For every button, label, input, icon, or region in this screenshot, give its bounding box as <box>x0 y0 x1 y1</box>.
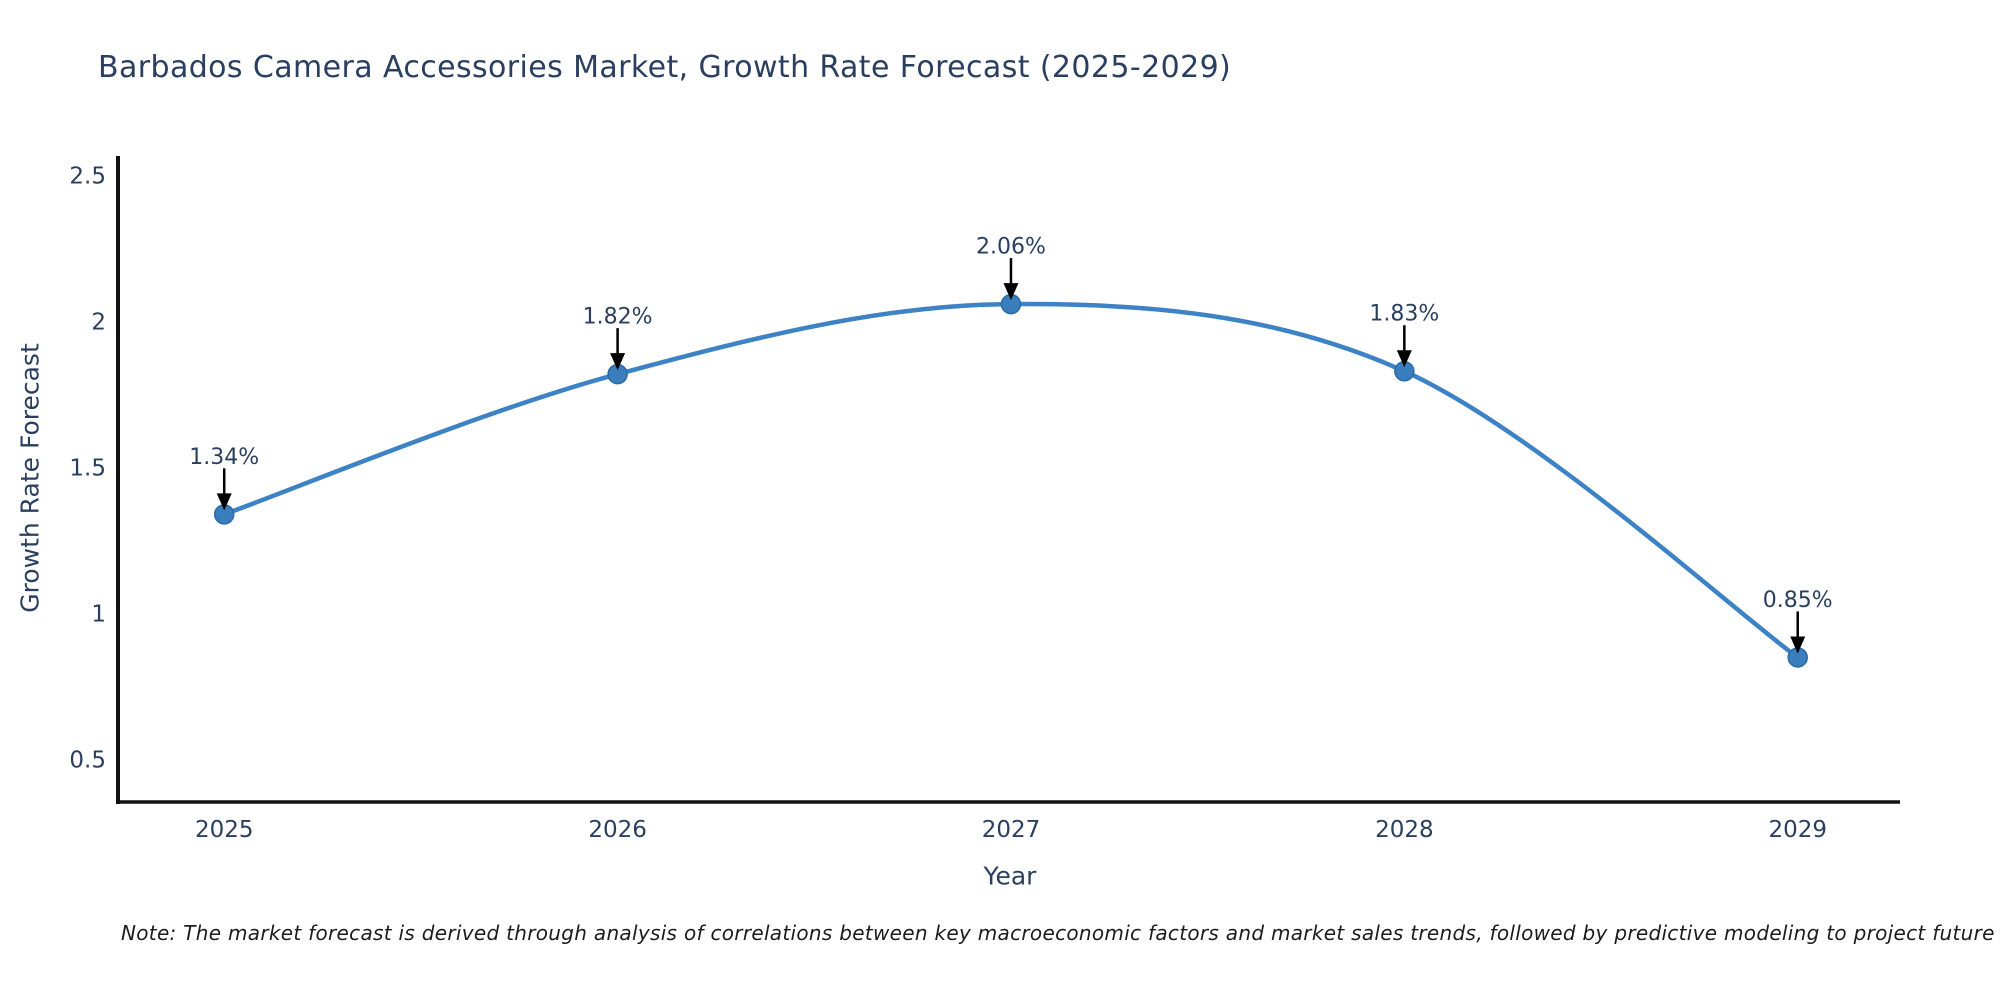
x-tick-label: 2026 <box>588 817 647 843</box>
point-value-label: 1.82% <box>583 305 653 330</box>
y-tick-label: 1 <box>91 602 106 628</box>
x-tick-label: 2025 <box>195 817 254 843</box>
x-tick-label: 2027 <box>982 817 1041 843</box>
y-tick-label: 2 <box>91 310 106 336</box>
y-axis-title: Growth Rate Forecast <box>15 343 45 613</box>
point-value-label: 1.83% <box>1369 302 1439 327</box>
y-tick-label: 1.5 <box>69 456 106 482</box>
annotation-arrow-head <box>216 493 232 511</box>
y-tick-label: 2.5 <box>69 164 106 190</box>
annotation-arrow-head <box>1790 636 1806 654</box>
annotation-arrow-head <box>1396 350 1412 368</box>
point-value-label: 2.06% <box>976 235 1046 260</box>
point-value-label: 1.34% <box>189 445 259 470</box>
x-tick-label: 2028 <box>1375 817 1434 843</box>
trend-line <box>221 301 1800 660</box>
y-tick-label: 0.5 <box>69 748 106 774</box>
point-value-label: 0.85% <box>1763 588 1833 613</box>
x-tick-label: 2029 <box>1768 817 1827 843</box>
annotation-arrow-head <box>610 353 626 371</box>
annotation-arrow-head <box>1003 283 1019 301</box>
footnote: Note: The market forecast is derived thr… <box>121 921 2000 945</box>
x-axis-title: Year <box>983 861 1037 891</box>
chart-title: Barbados Camera Accessories Market, Grow… <box>98 50 1232 85</box>
